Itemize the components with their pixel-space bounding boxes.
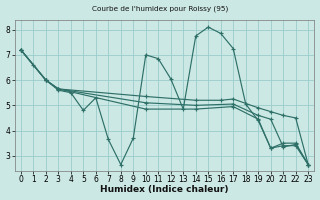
X-axis label: Humidex (Indice chaleur): Humidex (Indice chaleur): [100, 185, 229, 194]
Text: Courbe de l'humidex pour Roissy (95): Courbe de l'humidex pour Roissy (95): [92, 6, 228, 12]
